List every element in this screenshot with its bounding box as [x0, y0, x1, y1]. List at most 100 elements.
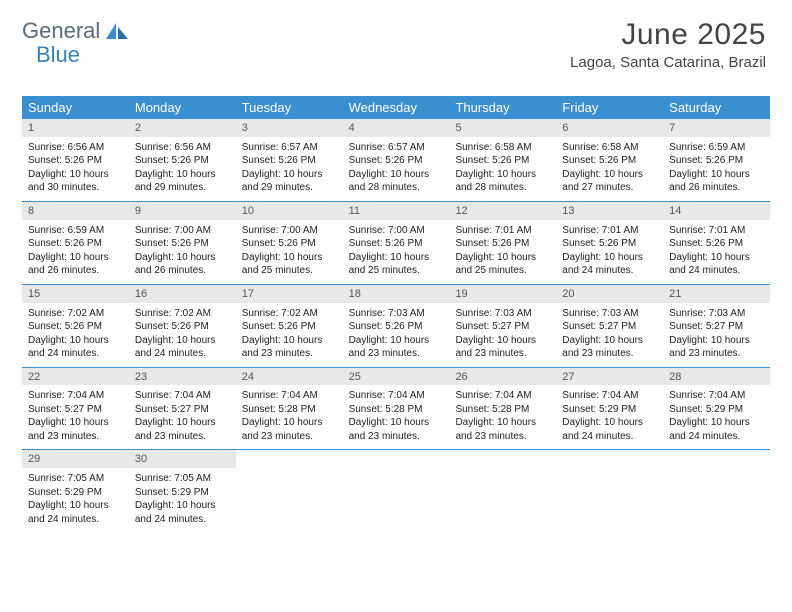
daylight-line: Daylight: 10 hours and 28 minutes. [455, 168, 550, 195]
sunrise-line: Sunrise: 6:57 AM [349, 141, 444, 155]
daylight-line: Daylight: 10 hours and 24 minutes. [669, 251, 764, 278]
day-number: 20 [556, 285, 663, 304]
day-body: Sunrise: 6:59 AMSunset: 5:26 PMDaylight:… [663, 138, 770, 201]
day-number: 28 [663, 368, 770, 387]
day-number: 11 [343, 202, 450, 221]
sunset-line: Sunset: 5:27 PM [562, 320, 657, 334]
sunset-line: Sunset: 5:29 PM [562, 403, 657, 417]
calendar-day-cell: 13Sunrise: 7:01 AMSunset: 5:26 PMDayligh… [556, 202, 663, 284]
daylight-line: Daylight: 10 hours and 26 minutes. [28, 251, 123, 278]
day-number: 4 [343, 119, 450, 138]
day-number: 17 [236, 285, 343, 304]
sunrise-line: Sunrise: 6:56 AM [28, 141, 123, 155]
calendar-day-cell: 14Sunrise: 7:01 AMSunset: 5:26 PMDayligh… [663, 202, 770, 284]
sunset-line: Sunset: 5:26 PM [455, 237, 550, 251]
day-body [663, 469, 770, 478]
day-number: 6 [556, 119, 663, 138]
sunset-line: Sunset: 5:26 PM [669, 237, 764, 251]
sunset-line: Sunset: 5:26 PM [349, 320, 444, 334]
day-body: Sunrise: 7:04 AMSunset: 5:29 PMDaylight:… [556, 386, 663, 449]
sunrise-line: Sunrise: 6:56 AM [135, 141, 230, 155]
day-number [556, 450, 663, 469]
sunset-line: Sunset: 5:26 PM [242, 237, 337, 251]
sunset-line: Sunset: 5:26 PM [135, 154, 230, 168]
daylight-line: Daylight: 10 hours and 23 minutes. [135, 416, 230, 443]
daylight-line: Daylight: 10 hours and 26 minutes. [135, 251, 230, 278]
sunset-line: Sunset: 5:26 PM [242, 154, 337, 168]
daylight-line: Daylight: 10 hours and 24 minutes. [562, 416, 657, 443]
calendar-day-cell: 22Sunrise: 7:04 AMSunset: 5:27 PMDayligh… [22, 368, 129, 450]
day-body: Sunrise: 6:56 AMSunset: 5:26 PMDaylight:… [22, 138, 129, 201]
sunset-line: Sunset: 5:26 PM [135, 320, 230, 334]
sunset-line: Sunset: 5:29 PM [669, 403, 764, 417]
calendar-day-cell: 29Sunrise: 7:05 AMSunset: 5:29 PMDayligh… [22, 450, 129, 532]
day-number: 23 [129, 368, 236, 387]
calendar-day-cell: 17Sunrise: 7:02 AMSunset: 5:26 PMDayligh… [236, 285, 343, 367]
calendar-day-cell: 12Sunrise: 7:01 AMSunset: 5:26 PMDayligh… [449, 202, 556, 284]
day-number: 16 [129, 285, 236, 304]
day-body: Sunrise: 7:02 AMSunset: 5:26 PMDaylight:… [236, 304, 343, 367]
day-number: 13 [556, 202, 663, 221]
day-body: Sunrise: 6:57 AMSunset: 5:26 PMDaylight:… [236, 138, 343, 201]
daylight-line: Daylight: 10 hours and 23 minutes. [242, 334, 337, 361]
daylight-line: Daylight: 10 hours and 24 minutes. [28, 499, 123, 526]
sunset-line: Sunset: 5:29 PM [28, 486, 123, 500]
day-number: 26 [449, 368, 556, 387]
calendar-day-cell: 25Sunrise: 7:04 AMSunset: 5:28 PMDayligh… [343, 368, 450, 450]
day-body: Sunrise: 7:03 AMSunset: 5:26 PMDaylight:… [343, 304, 450, 367]
sunset-line: Sunset: 5:26 PM [562, 237, 657, 251]
day-number: 21 [663, 285, 770, 304]
sunrise-line: Sunrise: 7:02 AM [135, 307, 230, 321]
sunrise-line: Sunrise: 7:05 AM [28, 472, 123, 486]
day-body: Sunrise: 7:02 AMSunset: 5:26 PMDaylight:… [129, 304, 236, 367]
day-body [236, 469, 343, 478]
calendar-week-row: 29Sunrise: 7:05 AMSunset: 5:29 PMDayligh… [22, 450, 770, 532]
daylight-line: Daylight: 10 hours and 23 minutes. [455, 334, 550, 361]
day-number: 8 [22, 202, 129, 221]
day-body: Sunrise: 7:04 AMSunset: 5:29 PMDaylight:… [663, 386, 770, 449]
sunset-line: Sunset: 5:26 PM [349, 237, 444, 251]
day-body: Sunrise: 7:02 AMSunset: 5:26 PMDaylight:… [22, 304, 129, 367]
day-body: Sunrise: 6:59 AMSunset: 5:26 PMDaylight:… [22, 221, 129, 284]
daylight-line: Daylight: 10 hours and 23 minutes. [455, 416, 550, 443]
daylight-line: Daylight: 10 hours and 27 minutes. [562, 168, 657, 195]
day-number: 15 [22, 285, 129, 304]
daylight-line: Daylight: 10 hours and 26 minutes. [669, 168, 764, 195]
sunrise-line: Sunrise: 7:04 AM [349, 389, 444, 403]
sunrise-line: Sunrise: 6:58 AM [562, 141, 657, 155]
weekday-header-row: Sunday Monday Tuesday Wednesday Thursday… [22, 96, 770, 119]
daylight-line: Daylight: 10 hours and 30 minutes. [28, 168, 123, 195]
weekday-header: Sunday [22, 96, 129, 119]
sunset-line: Sunset: 5:26 PM [28, 154, 123, 168]
day-body: Sunrise: 7:00 AMSunset: 5:26 PMDaylight:… [343, 221, 450, 284]
day-body: Sunrise: 7:03 AMSunset: 5:27 PMDaylight:… [449, 304, 556, 367]
sunset-line: Sunset: 5:26 PM [28, 237, 123, 251]
weeks-container: 1Sunrise: 6:56 AMSunset: 5:26 PMDaylight… [22, 119, 770, 532]
daylight-line: Daylight: 10 hours and 24 minutes. [28, 334, 123, 361]
day-number: 22 [22, 368, 129, 387]
sunrise-line: Sunrise: 7:04 AM [669, 389, 764, 403]
calendar-day-cell [556, 450, 663, 532]
daylight-line: Daylight: 10 hours and 25 minutes. [349, 251, 444, 278]
weekday-header: Tuesday [236, 96, 343, 119]
weekday-header: Friday [556, 96, 663, 119]
sunrise-line: Sunrise: 7:05 AM [135, 472, 230, 486]
calendar-day-cell: 27Sunrise: 7:04 AMSunset: 5:29 PMDayligh… [556, 368, 663, 450]
daylight-line: Daylight: 10 hours and 25 minutes. [242, 251, 337, 278]
daylight-line: Daylight: 10 hours and 24 minutes. [135, 499, 230, 526]
sunrise-line: Sunrise: 7:01 AM [562, 224, 657, 238]
day-body [449, 469, 556, 478]
calendar-day-cell [236, 450, 343, 532]
sunset-line: Sunset: 5:27 PM [669, 320, 764, 334]
sunrise-line: Sunrise: 7:00 AM [242, 224, 337, 238]
calendar-day-cell: 30Sunrise: 7:05 AMSunset: 5:29 PMDayligh… [129, 450, 236, 532]
sunrise-line: Sunrise: 7:04 AM [242, 389, 337, 403]
sunset-line: Sunset: 5:26 PM [669, 154, 764, 168]
day-body: Sunrise: 7:01 AMSunset: 5:26 PMDaylight:… [663, 221, 770, 284]
day-number: 19 [449, 285, 556, 304]
sunset-line: Sunset: 5:26 PM [135, 237, 230, 251]
calendar-day-cell: 3Sunrise: 6:57 AMSunset: 5:26 PMDaylight… [236, 119, 343, 201]
calendar-day-cell: 15Sunrise: 7:02 AMSunset: 5:26 PMDayligh… [22, 285, 129, 367]
day-number: 10 [236, 202, 343, 221]
daylight-line: Daylight: 10 hours and 29 minutes. [135, 168, 230, 195]
